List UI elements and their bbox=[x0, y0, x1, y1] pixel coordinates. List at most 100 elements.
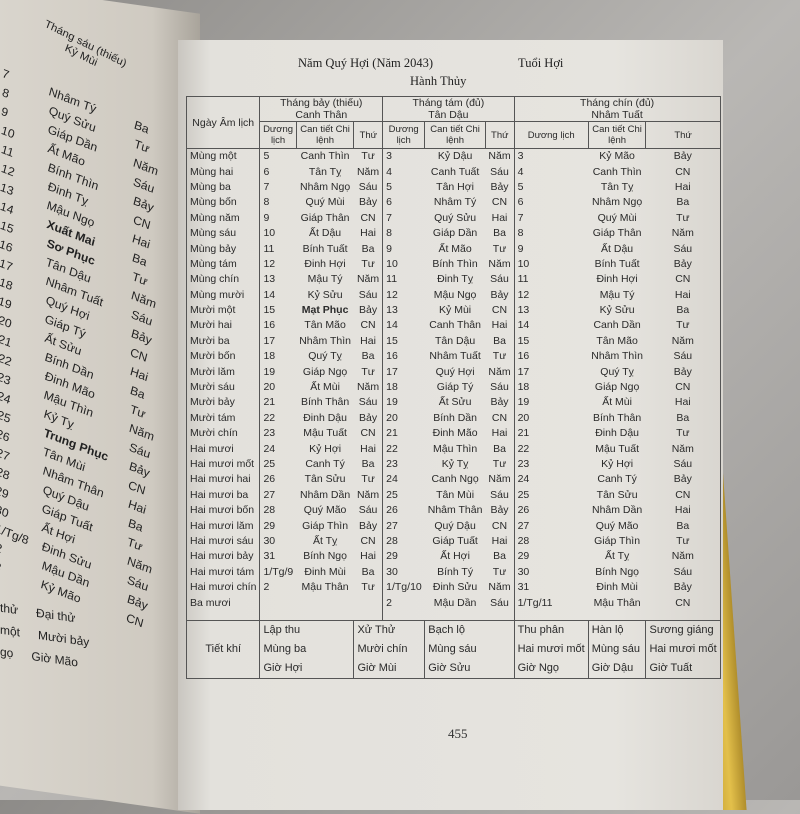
weekday: Bảy bbox=[485, 394, 515, 411]
weekday: Ba bbox=[645, 302, 721, 318]
table-row: Mười bốn 18 Quý Tỵ Ba 16 Nhâm Tuất Tư 16 Nhâm Th… bbox=[185, 348, 721, 364]
table-row: Hai mươi hai 26 Tân Sửu Tư 24 Canh Ngọ Năm 24 Ca… bbox=[185, 471, 721, 488]
weekday: Ba bbox=[485, 333, 515, 349]
tiet-khi-cell: Sương giáng bbox=[645, 620, 721, 641]
weekday: Sáu bbox=[485, 163, 515, 180]
can-chi: Giáp Tuất bbox=[432, 534, 478, 547]
table-row: Mười chín 23 Mậu Tuất CN 21 Đinh Mão Hai 21 Đinh… bbox=[185, 425, 721, 441]
can-chi: Nhâm Dần bbox=[592, 504, 643, 517]
weekday: Ba bbox=[353, 456, 384, 472]
weekday: Ba bbox=[485, 440, 515, 457]
solar-date: 6 bbox=[259, 163, 297, 180]
can-chi: Ất Mùi bbox=[310, 381, 340, 394]
solar-date: 23 bbox=[259, 425, 297, 441]
weekday: CN bbox=[485, 410, 515, 426]
can-chi: Đinh Hợi bbox=[304, 257, 346, 270]
can-chi: Nhâm Ngọ bbox=[592, 196, 643, 209]
weekday: Bảy bbox=[645, 256, 721, 272]
weekday: Ba bbox=[645, 410, 721, 426]
solar-date: 14 bbox=[513, 317, 589, 334]
weekday: Sáu bbox=[645, 348, 721, 364]
solar-date bbox=[259, 594, 297, 622]
solar-date: 16 bbox=[513, 348, 589, 364]
can-chi: Đinh Hợi bbox=[596, 273, 638, 286]
solar-date: 13 bbox=[382, 302, 425, 318]
solar-date: 9 bbox=[259, 210, 297, 226]
solar-date: 22 bbox=[382, 440, 425, 457]
lunar-day: Mười hai bbox=[185, 317, 261, 334]
solar-date: 14 bbox=[382, 317, 425, 334]
table-row: Hai mươi chín 2 Mậu Thân Tư 1/Tg/10 Đinh Sửu N… bbox=[185, 579, 721, 595]
left-footer-cell: một bbox=[0, 622, 21, 640]
weekday: Tư bbox=[353, 579, 384, 595]
lunar-day: Mười sáu bbox=[185, 379, 261, 395]
table-row: Mùng một 5 Canh Thìn Tư 3 Kỷ Dậu Năm 3 Kỷ Mão Bảy bbox=[185, 148, 721, 164]
can-chi: Quý Hợi bbox=[435, 365, 475, 378]
solar-date: 17 bbox=[259, 333, 297, 349]
tiet-khi-cell: Giờ Ngọ bbox=[513, 659, 589, 680]
solar-date: 18 bbox=[259, 348, 297, 364]
solar-date: 21 bbox=[513, 425, 589, 441]
can-chi: Mậu Tý bbox=[307, 273, 343, 286]
can-chi: Canh Dần bbox=[593, 319, 641, 332]
sub-header: Thứ bbox=[353, 121, 384, 149]
solar-date: 31 bbox=[513, 579, 589, 595]
can-chi: Tân Sửu bbox=[596, 488, 638, 501]
solar-date: 7 bbox=[513, 210, 589, 226]
can-chi: Mậu Thân bbox=[588, 594, 646, 622]
can-chi: Ất Mão bbox=[438, 242, 472, 255]
weekday: Hai bbox=[485, 533, 515, 549]
weekday: Ba bbox=[485, 548, 515, 565]
can-chi: Canh Thân bbox=[429, 319, 481, 332]
lunar-day: Hai mươi hai bbox=[185, 471, 261, 488]
lunar-day: Mùng sáu bbox=[185, 225, 261, 241]
solar-date: 21 bbox=[382, 425, 425, 441]
solar-date: 11 bbox=[513, 271, 589, 288]
solar-date: 3 bbox=[382, 148, 425, 164]
right-page: Năm Quý Hợi (Năm 2043) Tuổi Hợi Hành Thủ… bbox=[178, 40, 723, 810]
sub-header: Can tiết Chi lệnh bbox=[587, 121, 647, 149]
can-chi: Ất Dậu bbox=[309, 227, 342, 240]
tiet-khi-row: Giờ Hợi Giờ Mùi Giờ Sửu Giờ Ngọ Giờ Dậu Giờ T… bbox=[187, 659, 721, 680]
left-footer-cell: Mười bảy bbox=[38, 627, 90, 650]
tiet-khi-cell: Mùng sáu bbox=[587, 640, 647, 660]
sub-header: Dương lịch bbox=[382, 121, 426, 149]
table-row: Hai mươi bốn 28 Quý Mão Sáu 26 Nhâm Thân Bảy 26… bbox=[185, 502, 721, 518]
solar-date: 5 bbox=[513, 179, 589, 195]
solar-date: 13 bbox=[513, 302, 589, 318]
weekday: CN bbox=[645, 379, 721, 395]
weekday: Năm bbox=[485, 471, 515, 488]
weekday: Tư bbox=[485, 564, 515, 580]
weekday: Tư bbox=[485, 240, 515, 257]
can-chi: Canh Tý bbox=[597, 473, 637, 486]
can-chi: Ất Tỵ bbox=[312, 534, 338, 547]
weekday: Ba bbox=[645, 194, 721, 211]
weekday: Sáu bbox=[485, 594, 515, 622]
can-chi: Ất Dậu bbox=[601, 242, 634, 255]
lunar-day: Hai mươi bốn bbox=[185, 502, 261, 518]
weekday: CN bbox=[645, 271, 721, 288]
table-row: Mùng bốn 8 Quý Mùi Bảy 6 Nhâm Tý CN 6 Nhâm Ngọ Ba bbox=[185, 194, 721, 211]
table-row: Mùng mười 14 Kỷ Sửu Sáu 12 Mậu Ngọ Bảy 12 Mậu Tý… bbox=[185, 287, 721, 303]
table-row: Hai mươi ba 27 Nhâm Dần Năm 25 Tân Mùi Sáu 25 Tâ… bbox=[185, 487, 721, 503]
solar-date: 31 bbox=[259, 548, 297, 565]
solar-date: 14 bbox=[259, 287, 297, 303]
weekday: Năm bbox=[485, 256, 515, 272]
can-chi: Kỷ Tỵ bbox=[441, 458, 469, 470]
can-chi: Ất Tỵ bbox=[604, 550, 630, 563]
solar-date: 22 bbox=[513, 440, 589, 457]
solar-date: 3 bbox=[513, 148, 589, 164]
tiet-khi-cell: Giờ Hợi bbox=[259, 659, 355, 680]
can-chi: Quý Tỵ bbox=[308, 350, 342, 363]
weekday: Năm bbox=[485, 579, 515, 595]
weekday: Tư bbox=[485, 348, 515, 364]
table-row: Hai mươi 24 Kỷ Hợi Hai 22 Mậu Thìn Ba 22 Mậu Tuấ… bbox=[185, 440, 721, 457]
solar-date: 20 bbox=[513, 410, 589, 426]
solar-date: 19 bbox=[382, 394, 425, 411]
table-row: Mùng bảy 11 Bính Tuất Ba 9 Ất Mão Tư 9 Ất Dậu Sáu bbox=[185, 240, 721, 257]
lunar-day: Mùng ba bbox=[185, 179, 261, 195]
can-chi: Mậu Tuất bbox=[595, 442, 639, 455]
solar-date: 10 bbox=[382, 256, 425, 272]
lunar-day: Mùng bốn bbox=[185, 194, 261, 211]
can-chi: Bính Thân bbox=[592, 411, 642, 424]
